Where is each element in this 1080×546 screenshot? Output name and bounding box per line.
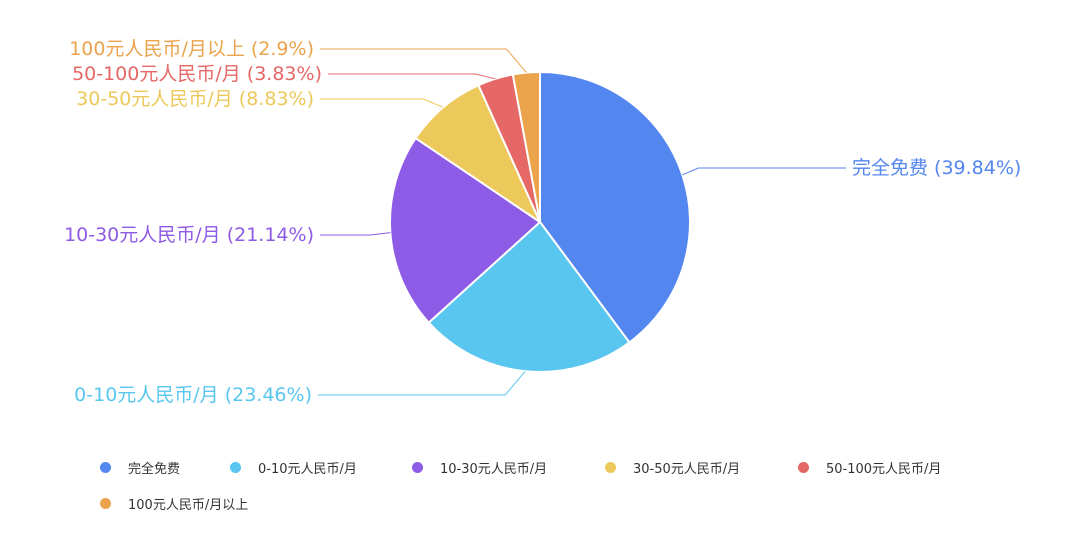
leader-line	[320, 232, 391, 236]
legend-dot	[605, 462, 616, 473]
legend-dot	[100, 498, 111, 509]
legend-label: 30-50元人民币/月	[633, 462, 741, 477]
legend-dot	[100, 462, 111, 473]
legend-label: 10-30元人民币/月	[440, 462, 548, 477]
slice-label: 30-50元人民币/月 (8.83%)	[76, 88, 314, 110]
legend-item-0-10[interactable]: 0-10元人民币/月	[230, 458, 357, 477]
leader-line	[682, 167, 846, 176]
leader-line	[320, 48, 527, 73]
legend-label: 0-10元人民币/月	[258, 462, 357, 477]
pie-slice[interactable]	[427, 221, 631, 373]
legend-item-30-50[interactable]: 30-50元人民币/月	[605, 458, 740, 477]
leader-line	[320, 98, 444, 108]
slice-label: 50-100元人民币/月 (3.83%)	[72, 63, 322, 85]
slice-label: 0-10元人民币/月 (23.46%)	[74, 384, 312, 406]
pie-slice[interactable]	[539, 71, 691, 344]
legend-dot	[412, 462, 423, 473]
slice-label: 100元人民币/月以上 (2.9%)	[69, 38, 314, 60]
legend-dot	[798, 462, 809, 473]
legend-label: 100元人民币/月以上	[128, 498, 249, 513]
slice-label: 10-30元人民币/月 (21.14%)	[64, 224, 314, 246]
leader-line	[328, 73, 496, 80]
legend-item-50-100[interactable]: 50-100元人民币/月	[798, 458, 941, 477]
slice-label: 完全免费 (39.84%)	[852, 157, 1021, 179]
legend-dot	[230, 462, 241, 473]
pie-slice[interactable]	[414, 84, 541, 223]
legend-label: 50-100元人民币/月	[826, 462, 942, 477]
leader-line	[318, 370, 526, 396]
legend-label: 完全免费	[128, 462, 181, 477]
legend-item-100-plus[interactable]: 100元人民币/月以上	[100, 494, 248, 513]
legend-item-10-30[interactable]: 10-30元人民币/月	[412, 458, 547, 477]
legend-item-free[interactable]: 完全免费	[100, 458, 180, 477]
